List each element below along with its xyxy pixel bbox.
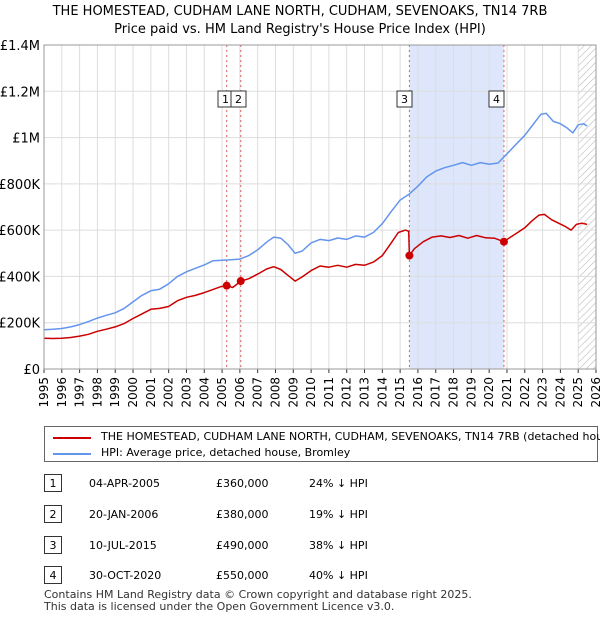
y-tick-label: £800K <box>0 178 40 193</box>
footer-attribution: Contains HM Land Registry data © Crown c… <box>44 589 472 613</box>
x-tick-label: 1997 <box>73 377 87 408</box>
transaction-point <box>499 237 508 246</box>
x-tick-label: 2014 <box>375 377 389 408</box>
transaction-badge: 4 <box>44 566 62 584</box>
legend-label-hpi: HPI: Average price, detached house, Brom… <box>101 446 351 459</box>
transaction-price: £550,000 <box>216 569 269 582</box>
x-tick-label: 2000 <box>126 377 140 408</box>
plot-area <box>44 45 596 369</box>
transaction-hpi-diff: 40% ↓ HPI <box>309 569 368 582</box>
x-tick-label: 1999 <box>108 377 122 408</box>
x-tick-label: 2006 <box>233 377 247 408</box>
transaction-price: £360,000 <box>216 477 269 490</box>
legend: THE HOMESTEAD, CUDHAM LANE NORTH, CUDHAM… <box>44 426 600 462</box>
x-tick-label: 2019 <box>464 377 478 408</box>
y-tick-label: £200K <box>0 317 40 332</box>
x-tick-label: 2015 <box>393 377 407 408</box>
y-tick-label: £1.4M <box>0 39 40 54</box>
x-tick-label: 2020 <box>482 377 496 408</box>
x-tick-label: 2024 <box>553 377 567 408</box>
x-tick-label: 2009 <box>286 377 300 408</box>
transaction-label-number: 3 <box>401 93 408 106</box>
x-tick-label: 2008 <box>268 377 282 408</box>
x-tick-label: 2023 <box>536 377 550 408</box>
transaction-hpi-diff: 38% ↓ HPI <box>309 539 368 552</box>
x-tick-label: 2005 <box>215 377 229 408</box>
x-tick-label: 2025 <box>571 377 585 408</box>
shaded-period <box>409 45 504 369</box>
transaction-price: £490,000 <box>216 539 269 552</box>
x-tick-label: 2016 <box>411 377 425 408</box>
x-tick-label: 2004 <box>197 377 211 408</box>
y-tick-label: £1M <box>12 132 40 147</box>
y-tick-label: £400K <box>0 270 40 285</box>
legend-swatch-property <box>53 437 91 439</box>
x-tick-label: 1995 <box>37 377 51 408</box>
transaction-badge: 3 <box>44 536 62 554</box>
x-tick-label: 2003 <box>179 377 193 408</box>
property-price-line <box>43 213 588 340</box>
x-tick-label: 2026 <box>589 377 600 408</box>
x-tick-label: 2002 <box>162 377 176 408</box>
x-tick-label: 2011 <box>322 377 336 408</box>
transaction-label-number: 1 <box>222 93 229 106</box>
transaction-date: 20-JAN-2006 <box>89 508 159 521</box>
transaction-hpi-diff: 19% ↓ HPI <box>309 508 368 521</box>
chart-title-line2: Price paid vs. HM Land Registry's House … <box>114 22 486 37</box>
y-tick-label: £0 <box>23 363 40 378</box>
chart-title-line1: THE HOMESTEAD, CUDHAM LANE NORTH, CUDHAM… <box>52 4 548 19</box>
transaction-label-number: 2 <box>235 93 242 106</box>
transaction-point <box>405 251 414 260</box>
future-hatch-region <box>578 45 596 369</box>
transaction-date: 04-APR-2005 <box>89 477 161 490</box>
transaction-label-box <box>230 90 247 108</box>
x-tick-label: 1998 <box>90 377 104 408</box>
price-chart: £0 £200K £400K £600K £800K £1M £1.2M £1.4M 1995 1… <box>0 39 600 408</box>
transaction-point <box>222 281 231 290</box>
transaction-price: £380,000 <box>216 508 269 521</box>
transaction-point <box>236 277 245 286</box>
x-tick-label: 2017 <box>429 377 443 408</box>
legend-swatch-hpi <box>53 453 91 455</box>
transaction-date: 10-JUL-2015 <box>89 539 157 552</box>
x-tick-label: 2022 <box>518 377 532 408</box>
legend-label-property: THE HOMESTEAD, CUDHAM LANE NORTH, CUDHAM… <box>101 430 600 443</box>
hpi-line <box>43 112 588 331</box>
transaction-label-number: 4 <box>493 93 500 106</box>
x-tick-label: 2001 <box>144 377 158 408</box>
y-tick-label: £600K <box>0 224 40 239</box>
x-tick-label: 2018 <box>447 377 461 408</box>
footer-line-2: This data is licensed under the Open Gov… <box>44 600 395 613</box>
x-tick-label: 2007 <box>251 377 265 408</box>
transaction-badge: 1 <box>44 474 62 492</box>
footer-line-1: Contains HM Land Registry data © Crown c… <box>44 588 472 601</box>
transaction-label-box <box>488 90 505 108</box>
y-tick-label: £1.2M <box>0 85 40 100</box>
x-tick-label: 2013 <box>358 377 372 408</box>
transaction-label-box <box>396 90 413 108</box>
x-tick-label: 2021 <box>500 377 514 408</box>
transaction-date: 30-OCT-2020 <box>89 569 162 582</box>
plot-frame <box>43 44 597 370</box>
x-tick-label: 1996 <box>55 377 69 408</box>
x-tick-label: 2010 <box>304 377 318 408</box>
transaction-badge: 2 <box>44 505 62 523</box>
transaction-hpi-diff: 24% ↓ HPI <box>309 477 368 490</box>
x-tick-label: 2012 <box>340 377 354 408</box>
